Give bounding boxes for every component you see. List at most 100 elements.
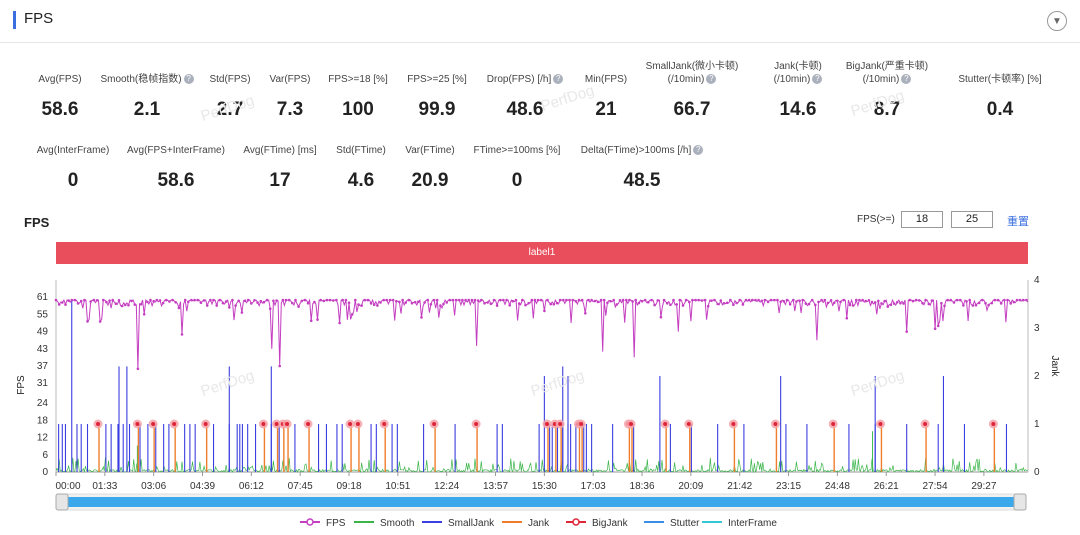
stat-label: BigJank(严重卡顿) (/10min)? bbox=[817, 60, 957, 86]
fps-point bbox=[959, 298, 962, 302]
fps-point bbox=[451, 298, 455, 302]
fps-point bbox=[350, 313, 354, 316]
fps-point bbox=[977, 301, 981, 305]
fps-point bbox=[420, 316, 423, 319]
help-icon[interactable]: ? bbox=[812, 74, 823, 85]
fps-point bbox=[914, 298, 918, 302]
stat-label: Jank(卡顿) (/10min)? bbox=[728, 60, 868, 86]
help-icon[interactable]: ? bbox=[553, 74, 564, 85]
fps-point bbox=[817, 300, 820, 304]
fps-point bbox=[577, 298, 581, 302]
stat-label: Var(FPS) bbox=[220, 73, 360, 86]
help-icon[interactable]: ? bbox=[183, 74, 194, 85]
fps-threshold-input-1[interactable]: 18 bbox=[901, 211, 943, 228]
x-tick-label: 06:12 bbox=[239, 481, 264, 492]
help-icon[interactable]: ? bbox=[901, 74, 912, 85]
fps-point bbox=[889, 303, 893, 307]
fps-point bbox=[665, 302, 669, 305]
stat-label-text: Avg(FPS+InterFrame) bbox=[127, 145, 225, 156]
stat-value: 48.6 bbox=[506, 99, 544, 120]
fps-point bbox=[442, 302, 445, 306]
fps-point bbox=[158, 299, 162, 302]
stat-r1-4: FPS>=18 [%] 100 bbox=[288, 73, 428, 133]
fps-point bbox=[911, 299, 915, 303]
reset-button[interactable]: 重置 bbox=[1007, 216, 1029, 228]
fps-point bbox=[930, 299, 934, 302]
fps-point bbox=[136, 367, 140, 371]
x-tick-label: 18:36 bbox=[630, 481, 655, 492]
bigjank-point bbox=[878, 422, 883, 426]
fps-point bbox=[218, 298, 222, 302]
fps-point bbox=[502, 298, 505, 302]
fps-point bbox=[395, 300, 398, 303]
fps-point bbox=[363, 298, 367, 302]
y-tick-label: 61 bbox=[37, 292, 49, 303]
fps-point bbox=[688, 300, 691, 304]
fps-point bbox=[379, 301, 382, 304]
fps-point bbox=[842, 298, 845, 302]
y2-tick-label: 4 bbox=[1034, 275, 1040, 286]
stat-value: 0 bbox=[67, 170, 79, 191]
fps-point bbox=[95, 299, 99, 302]
fps-point bbox=[294, 298, 297, 302]
fps-point bbox=[691, 298, 694, 302]
bigjank-point bbox=[151, 422, 156, 426]
fps-point bbox=[647, 300, 650, 304]
fps-point bbox=[640, 299, 644, 303]
fps-point bbox=[335, 298, 338, 302]
x-tick-label: 21:42 bbox=[727, 481, 752, 492]
fps-point bbox=[754, 298, 757, 302]
stat-value: 100 bbox=[342, 99, 374, 120]
stat-value: 17 bbox=[269, 170, 291, 191]
help-icon[interactable]: ? bbox=[693, 145, 704, 156]
stat-label-text: Delta(FTime)>100ms [/h] bbox=[580, 145, 692, 156]
fps-point bbox=[196, 298, 200, 302]
fps-point bbox=[908, 298, 912, 302]
stat-value: 0.4 bbox=[986, 99, 1014, 120]
fps-series-line bbox=[55, 298, 1029, 369]
stat-value: 4.6 bbox=[347, 170, 375, 191]
fps-point bbox=[1018, 298, 1022, 302]
fps-point bbox=[146, 300, 149, 304]
fps-point bbox=[1003, 298, 1006, 302]
fps-point bbox=[713, 298, 716, 302]
fps-point bbox=[738, 298, 741, 302]
y-tick-label: 24 bbox=[37, 398, 49, 409]
help-icon[interactable]: ? bbox=[706, 74, 717, 85]
fps-point bbox=[265, 298, 269, 302]
fps-point bbox=[571, 298, 574, 302]
fps-point bbox=[464, 298, 467, 302]
bigjank-point bbox=[558, 422, 563, 426]
fps-point bbox=[272, 299, 275, 303]
fps-point bbox=[706, 304, 710, 308]
fps-point bbox=[955, 298, 959, 302]
fps-point bbox=[120, 304, 124, 308]
y2-tick-label: 0 bbox=[1034, 467, 1040, 478]
fps-point bbox=[287, 298, 291, 302]
collapse-icon[interactable]: ▼ bbox=[1047, 11, 1067, 31]
fps-point bbox=[284, 298, 288, 302]
fps-point bbox=[681, 304, 685, 307]
x-tick-label: 12:24 bbox=[434, 481, 459, 492]
fps-point bbox=[810, 298, 814, 302]
bigjank-point bbox=[544, 422, 549, 426]
fps-point bbox=[357, 303, 360, 306]
fps-point bbox=[388, 298, 392, 302]
x-tick-label: 01:33 bbox=[92, 481, 117, 492]
fps-point bbox=[924, 298, 927, 302]
fps-point bbox=[949, 298, 953, 302]
fps-point bbox=[672, 298, 675, 302]
fps-point bbox=[653, 303, 656, 307]
fps-point bbox=[231, 298, 234, 302]
fps-point bbox=[820, 298, 823, 302]
fps-point bbox=[476, 299, 480, 302]
bigjank-point bbox=[382, 422, 387, 426]
fps-point bbox=[618, 299, 622, 302]
bigjank-point bbox=[773, 422, 778, 426]
fps-threshold-input-2[interactable]: 25 bbox=[951, 211, 993, 228]
fps-point bbox=[751, 298, 754, 302]
label-bar[interactable]: label1 bbox=[56, 242, 1028, 264]
fps-point bbox=[461, 298, 464, 302]
fps-point bbox=[495, 304, 499, 307]
